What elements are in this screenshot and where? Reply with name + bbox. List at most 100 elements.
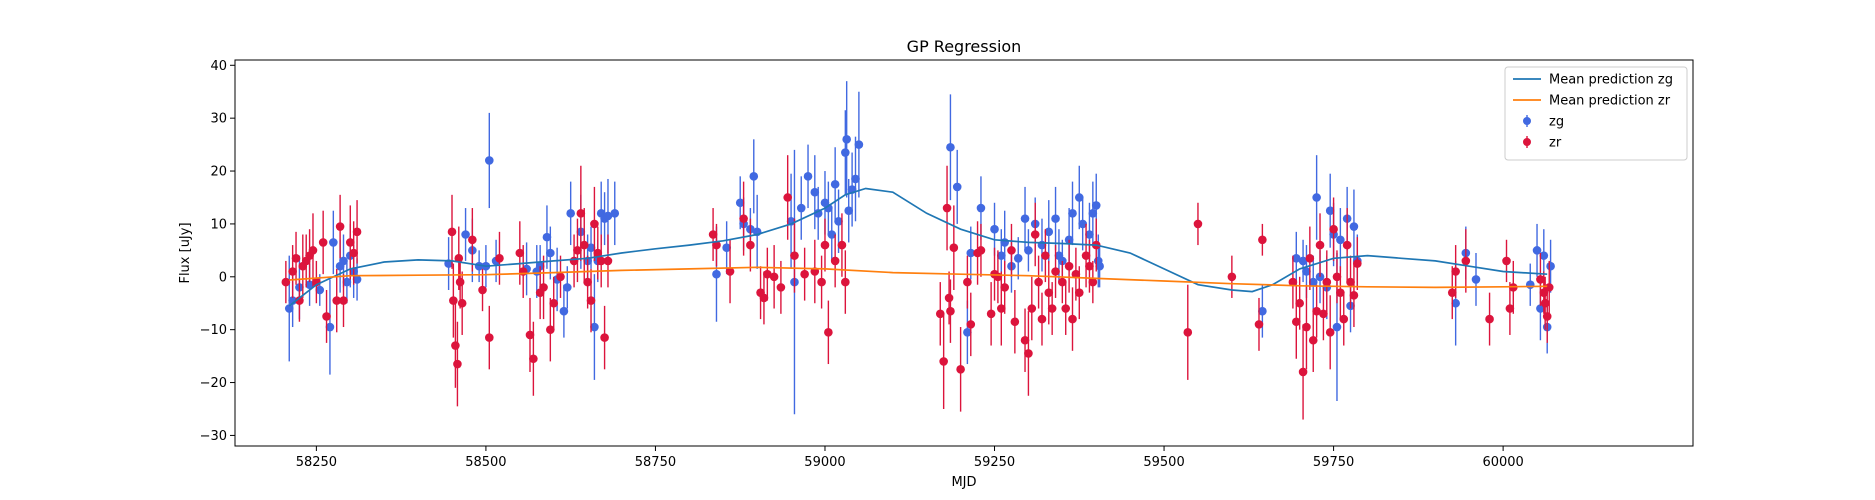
zr-point (539, 283, 548, 292)
zr-point (1315, 240, 1325, 250)
zr-point (1295, 298, 1304, 308)
zg-point (603, 211, 613, 221)
zg-point (329, 238, 338, 247)
legend: Mean prediction zg Mean prediction zr zg zr (1504, 66, 1688, 161)
zr-point (1302, 322, 1311, 332)
zg-point (1546, 261, 1555, 271)
zr-point (1088, 277, 1098, 287)
zr-point (447, 227, 457, 237)
zg-point (1312, 193, 1321, 202)
chart-title: GP Regression (907, 37, 1022, 56)
zr-point (956, 365, 965, 374)
zr-point (1071, 269, 1081, 279)
zr-point (600, 333, 609, 342)
zr-point (1342, 240, 1352, 250)
x-tick-label: 60000 (1482, 455, 1523, 470)
x-tick-label: 59000 (804, 455, 845, 470)
zr-point (1007, 246, 1016, 255)
zr-point (942, 203, 952, 213)
zg-point (1325, 206, 1335, 215)
zr-point (603, 256, 613, 266)
zg-point (1088, 209, 1098, 218)
legend-label: zg (1549, 115, 1564, 130)
zg-point (586, 243, 596, 253)
zr-point (515, 248, 525, 258)
x-axis-label: MJD (951, 475, 976, 490)
zg-point (712, 269, 721, 279)
zr-point (525, 330, 535, 340)
zr-point (800, 269, 809, 279)
y-axis: −30 −20 −10 0 10 20 30 40 (200, 59, 235, 444)
zg-point (352, 275, 362, 284)
zr-point (944, 293, 954, 303)
zr-point (573, 246, 582, 255)
zr-point (478, 285, 487, 295)
zg-point (1332, 322, 1342, 332)
zg-point (305, 280, 314, 290)
zr-point (841, 277, 850, 287)
zg-point (339, 256, 348, 266)
zg-point (735, 198, 745, 208)
zg-point (1532, 246, 1542, 255)
zg-point (966, 248, 976, 258)
zg-point (1085, 230, 1094, 239)
zr-point (1353, 259, 1362, 268)
zr-point (457, 298, 467, 308)
zg-point (1258, 306, 1267, 316)
zr-point (339, 296, 348, 305)
zr-point (725, 267, 735, 276)
zg-point (1095, 261, 1104, 271)
zr-point (495, 253, 504, 263)
zr-point (1461, 256, 1471, 266)
zr-point (1037, 314, 1047, 324)
zr-point (345, 238, 355, 247)
zr-point (485, 333, 494, 342)
zr-point (946, 306, 955, 316)
zg-point (342, 277, 352, 287)
zr-point (935, 309, 945, 319)
zg-point (1336, 235, 1345, 245)
zr-point (1258, 235, 1267, 245)
zg-point (796, 203, 806, 213)
zr-point (549, 298, 559, 308)
x-tick-label: 59250 (974, 455, 1015, 470)
zr-point (349, 248, 358, 258)
zr-point (1346, 277, 1355, 287)
zr-point (455, 277, 465, 287)
legend-box (1504, 66, 1688, 161)
zr-point (1041, 251, 1050, 260)
zr-point (1024, 349, 1033, 358)
zr-point (746, 240, 755, 250)
zg-point (1451, 298, 1460, 308)
y-tick-label: −20 (200, 376, 227, 391)
legend-swatch-marker (1523, 117, 1531, 125)
zr-point (451, 341, 460, 350)
zr-point (590, 219, 599, 229)
zr-point (288, 267, 297, 276)
zg-point (952, 182, 962, 192)
zg-point (288, 296, 297, 305)
zg-point (1074, 193, 1084, 202)
legend-label: Mean prediction zg (1549, 73, 1673, 88)
zg-point (1020, 214, 1030, 223)
zg-point (749, 172, 759, 181)
zr-point (281, 277, 291, 287)
zr-point (1329, 224, 1338, 234)
zr-point (579, 240, 589, 250)
zr-point (783, 193, 792, 202)
zr-point (963, 277, 972, 287)
zr-point (1227, 272, 1237, 282)
zr-point (1047, 304, 1057, 313)
zg-point (559, 306, 569, 316)
zr-point (1020, 335, 1030, 345)
zr-point (453, 359, 462, 369)
zr-point (759, 293, 769, 303)
zr-point (1034, 277, 1043, 287)
zr-point (295, 296, 304, 305)
zg-point (1051, 214, 1060, 223)
zr-point (739, 214, 748, 223)
zg-point (946, 142, 955, 152)
zg-point (590, 322, 599, 332)
zg-point (1291, 253, 1301, 263)
